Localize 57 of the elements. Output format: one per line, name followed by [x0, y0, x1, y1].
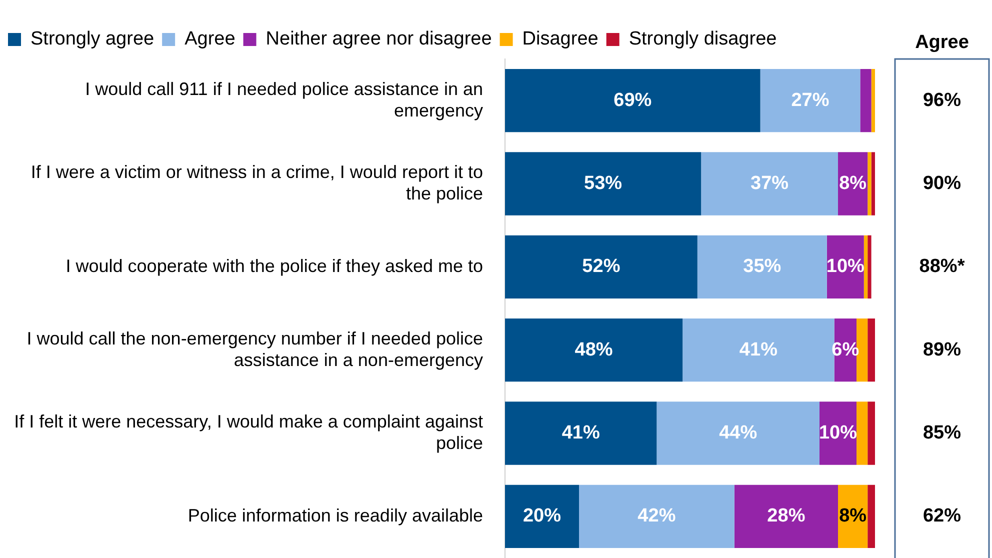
bar	[868, 402, 875, 465]
data-label: 42%	[638, 506, 676, 527]
bar	[656, 402, 820, 465]
bar	[697, 235, 827, 299]
data-label: 53%	[584, 172, 622, 194]
legend-label: Disagree	[522, 28, 598, 50]
bar	[505, 152, 702, 216]
y-tick-label: I would call the non-emergency number if I needed police assistance in a non-emergency	[26, 328, 483, 370]
bar	[505, 68, 760, 132]
data-label: 44%	[719, 422, 758, 444]
data-label: 20%	[522, 506, 562, 527]
text: 89%	[922, 339, 962, 360]
bar	[505, 318, 683, 382]
bar	[868, 235, 872, 299]
bar	[760, 68, 860, 132]
y-tick-label: I would cooperate with the police if they asked me to	[66, 256, 483, 276]
legend-label: Agree	[184, 28, 236, 50]
bar	[856, 402, 868, 465]
bar	[734, 484, 838, 548]
data-label: 10%	[818, 422, 858, 444]
bar	[871, 68, 875, 132]
data-label: 8%	[839, 506, 867, 527]
legend-label: Strongly disagree	[628, 28, 777, 50]
data-label: 37%	[750, 172, 789, 194]
data-label: 52%	[582, 256, 620, 278]
bar	[868, 152, 872, 216]
data-label: 48%	[574, 339, 613, 360]
y-tick-label: If I felt it were necessary, I would make a complaint against police	[14, 411, 483, 454]
text: Agree	[915, 32, 969, 54]
bar	[579, 484, 734, 548]
text: 85%	[922, 422, 962, 444]
bar	[864, 235, 868, 299]
bar	[505, 484, 579, 548]
text: 96%	[922, 90, 962, 111]
data-label: 41%	[562, 422, 600, 444]
text: 90%	[922, 172, 962, 194]
y-tick-label: If I were a victim or witness in a crime, I would report it to the police	[30, 162, 483, 204]
data-label: 10%	[826, 256, 865, 278]
legend-label: Strongly agree	[30, 28, 154, 50]
bar	[701, 152, 838, 216]
data-label: 28%	[767, 506, 806, 527]
data-label: 35%	[743, 256, 782, 278]
y-tick-label: I would call 911 if I needed police assistance in an emergency	[85, 78, 483, 120]
bar	[868, 484, 875, 548]
y-tick-label: Police information is readily available	[188, 505, 483, 526]
text: 62%	[922, 506, 962, 527]
bar	[505, 402, 657, 465]
bar	[860, 68, 872, 132]
bar	[505, 235, 698, 299]
data-label: 8%	[839, 172, 867, 194]
text: 88%*	[919, 256, 966, 278]
legend-label: Neither agree nor disagree	[266, 28, 492, 50]
bar	[868, 318, 875, 382]
data-label: 41%	[739, 339, 778, 360]
bar	[871, 152, 875, 216]
data-label: 27%	[791, 90, 830, 111]
data-label: 69%	[614, 90, 652, 111]
